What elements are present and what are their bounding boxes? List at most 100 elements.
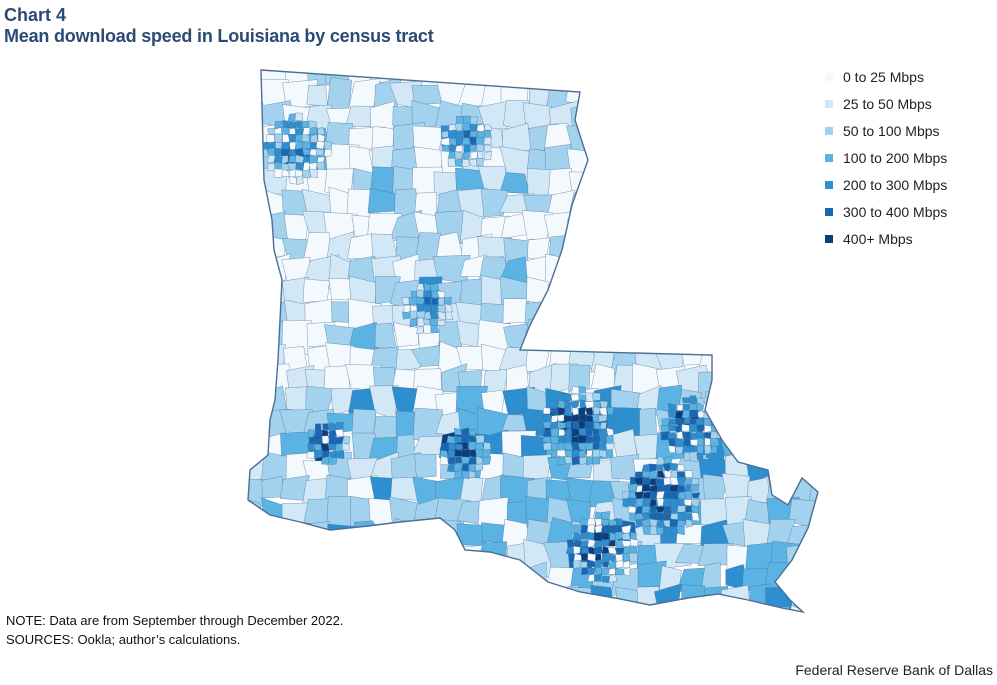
- census-tract: [721, 81, 747, 111]
- census-tract: [301, 169, 311, 179]
- census-tract: [727, 187, 748, 220]
- census-tract: [248, 566, 272, 590]
- census-tract: [483, 137, 492, 145]
- census-tract: [676, 234, 712, 259]
- census-tract: [656, 122, 685, 151]
- census-tract: [563, 406, 572, 417]
- census-tract: [633, 187, 665, 221]
- census-tract: [436, 567, 467, 596]
- census-tract: [461, 470, 470, 480]
- legend-swatch: [825, 72, 833, 81]
- census-tract: [441, 144, 450, 152]
- legend-item: 200 to 300 Mbps: [825, 171, 995, 198]
- census-tract: [423, 324, 433, 334]
- census-tract: [685, 505, 694, 513]
- census-tract: [468, 470, 476, 479]
- census-tract: [573, 545, 581, 555]
- census-tract: [390, 583, 422, 612]
- census-tract: [321, 450, 330, 458]
- census-tract: [634, 476, 645, 485]
- census-tract: [768, 430, 795, 461]
- census-tract: [742, 101, 772, 135]
- census-tract: [586, 299, 620, 326]
- census-tract: [611, 297, 643, 327]
- census-tract: [535, 422, 546, 430]
- census-tract: [327, 457, 338, 465]
- census-tract: [414, 453, 437, 479]
- census-tract: [678, 147, 713, 176]
- census-tract: [766, 215, 796, 244]
- census-tract: [683, 478, 694, 486]
- census-tract: [308, 126, 318, 136]
- census-tract: [791, 70, 818, 86]
- census-tract: [654, 258, 681, 288]
- census-tract: [685, 519, 693, 528]
- census-tract: [614, 83, 645, 112]
- census-tract: [745, 143, 768, 173]
- census-tract: [793, 168, 817, 195]
- census-tract: [631, 165, 669, 202]
- census-tract: [688, 409, 699, 418]
- census-tract: [248, 234, 262, 262]
- census-tract: [721, 70, 749, 87]
- census-tract: [655, 527, 664, 536]
- census-tract: [641, 505, 651, 514]
- census-tract: [635, 253, 663, 288]
- census-tract: [696, 444, 704, 455]
- census-tract: [306, 451, 317, 460]
- census-tract: [808, 320, 818, 347]
- census-tract: [321, 456, 330, 465]
- legend-swatch: [825, 99, 833, 108]
- census-tract: [483, 614, 513, 634]
- census-tract: [697, 127, 725, 150]
- census-tract: [563, 435, 573, 443]
- census-tract: [593, 532, 603, 542]
- census-tract: [616, 518, 624, 526]
- census-tract: [641, 477, 651, 486]
- census-tract: [648, 469, 657, 479]
- census-tract: [481, 456, 492, 466]
- census-tract: [632, 70, 667, 85]
- legend-label: 100 to 200 Mbps: [843, 149, 948, 166]
- census-tract: [633, 126, 658, 155]
- census-tract: [768, 298, 797, 327]
- census-tract: [688, 423, 699, 433]
- census-tract: [521, 319, 559, 354]
- census-tract: [634, 321, 659, 353]
- census-tract: [409, 318, 418, 328]
- legend-item: 300 to 400 Mbps: [825, 198, 995, 225]
- census-tract: [811, 454, 818, 484]
- census-tract: [659, 613, 681, 637]
- census-tract: [528, 606, 555, 612]
- census-tract: [585, 415, 594, 423]
- census-tract: [345, 546, 378, 569]
- census-tract: [623, 567, 631, 577]
- census-tract: [437, 296, 446, 306]
- legend-swatch: [825, 234, 833, 243]
- census-tract: [524, 70, 553, 82]
- census-tract: [605, 443, 614, 450]
- census-tract: [418, 517, 443, 555]
- census-tract: [458, 562, 488, 594]
- census-tract: [742, 191, 775, 218]
- census-tract: [448, 442, 456, 452]
- census-tract: [725, 320, 754, 351]
- census-tract: [722, 122, 753, 159]
- note-text: NOTE: Data are from September through De…: [6, 613, 344, 628]
- census-tract: [744, 341, 772, 376]
- census-tract: [595, 80, 625, 110]
- census-tract: [680, 584, 706, 612]
- census-tract: [610, 70, 640, 85]
- census-tract: [565, 545, 574, 554]
- census-tract: [569, 234, 599, 260]
- census-tract: [810, 407, 818, 437]
- census-tract: [682, 321, 709, 353]
- census-tract: [248, 541, 270, 574]
- census-tract: [462, 605, 490, 612]
- census-tract: [429, 311, 439, 320]
- census-tract: [676, 173, 707, 195]
- census-tract: [787, 213, 815, 242]
- census-tract: [676, 430, 684, 441]
- census-tract: [683, 513, 694, 522]
- census-tract: [610, 211, 641, 240]
